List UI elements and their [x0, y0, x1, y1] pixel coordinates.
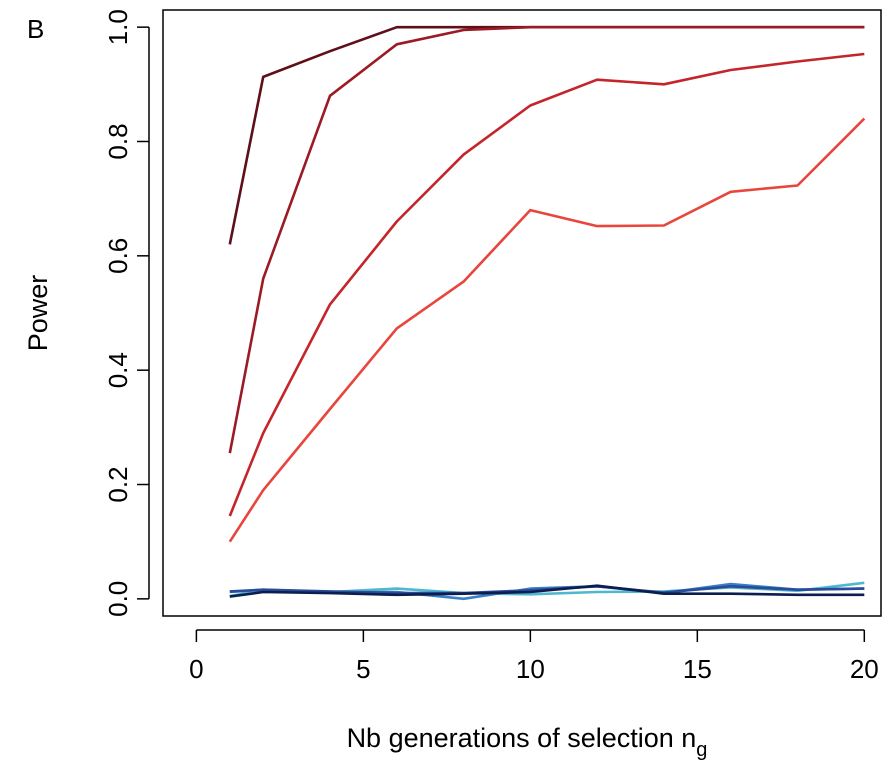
- series-line-4: [228, 117, 866, 543]
- series-line-1: [228, 25, 865, 245]
- x-axis-title-subscript: g: [696, 739, 707, 761]
- x-tick-label: 10: [516, 654, 545, 684]
- x-tick-label: 0: [189, 654, 203, 684]
- x-tick-label: 15: [683, 654, 712, 684]
- series-layer: [228, 25, 866, 601]
- series-line-7: [229, 584, 865, 595]
- panel-label: B: [27, 14, 44, 44]
- y-tick-label: 0.8: [103, 123, 133, 159]
- series-line-2: [228, 25, 865, 454]
- y-tick-label: 0.6: [103, 238, 133, 274]
- x-axis-title-main: Nb generations of selection n: [347, 723, 697, 753]
- y-axis: 0.0 0.2 0.4 0.6 0.8 1.0: [103, 9, 150, 617]
- plot-frame: [162, 9, 882, 617]
- y-tick-label: 0.0: [103, 581, 133, 617]
- y-axis-title: Power: [23, 275, 53, 352]
- x-axis: 0 5 10 15 20: [189, 629, 879, 684]
- series-line-3: [228, 52, 865, 517]
- x-tick-label: 20: [850, 654, 879, 684]
- x-tick-label: 5: [356, 654, 370, 684]
- y-tick-label: 0.2: [103, 466, 133, 502]
- series-line-8: [229, 584, 865, 598]
- y-tick-label: 0.4: [103, 352, 133, 388]
- y-tick-label: 1.0: [103, 9, 133, 45]
- x-axis-title: Nb generations of selection ng: [347, 723, 708, 761]
